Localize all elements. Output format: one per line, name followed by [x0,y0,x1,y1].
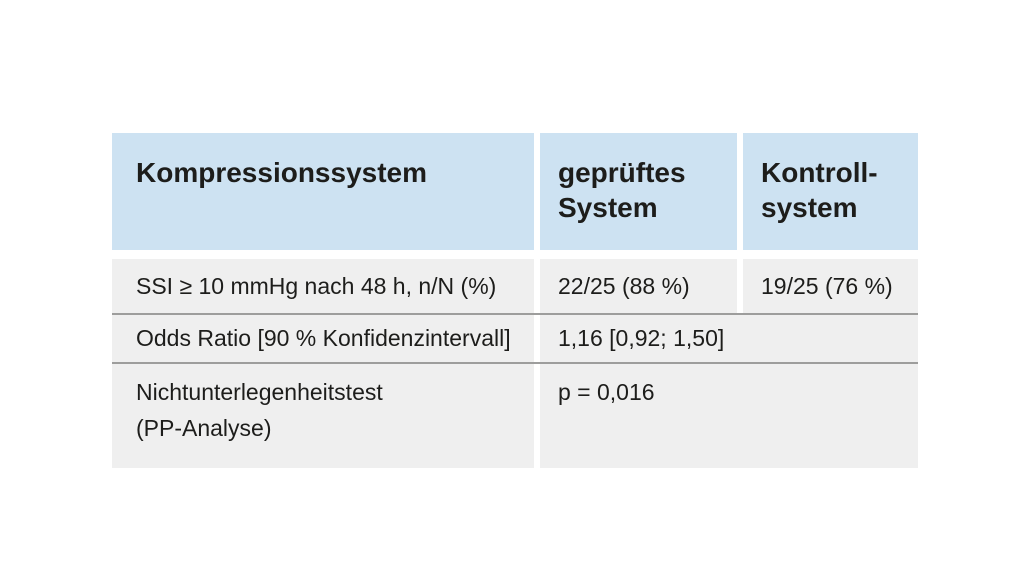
results-table: Kompressionssystem geprüftes System Kont… [112,133,918,468]
table-row-odds-ratio: Odds Ratio [90 % Konfidenzintervall] 1,1… [112,313,918,362]
value-ssi-tested: 22/25 (88 %) [540,259,737,313]
value-odds-ratio: 1,16 [0,92; 1,50] [540,315,918,362]
value-p-value: p = 0,016 [540,364,918,468]
header-cell-geprueftes-system: geprüftes System [540,133,737,250]
header-cell-kontrollsystem: Kontroll- system [743,133,918,250]
value-ssi-control: 19/25 (76 %) [743,259,918,313]
table-row-ssi: SSI ≥ 10 mmHg nach 48 h, n/N (%) 22/25 (… [112,259,918,313]
row-label-ssi: SSI ≥ 10 mmHg nach 48 h, n/N (%) [112,259,534,313]
row-label-odds-ratio: Odds Ratio [90 % Konfidenzintervall] [112,315,534,362]
table-row-noninferiority-test: Nichtunterlegenheitstest (PP-Analyse) p … [112,362,918,468]
header-cell-kompressionssystem: Kompressionssystem [112,133,534,250]
row-label-noninferiority-test: Nichtunterlegenheitstest (PP-Analyse) [112,364,534,468]
table-header-row: Kompressionssystem geprüftes System Kont… [112,133,918,250]
